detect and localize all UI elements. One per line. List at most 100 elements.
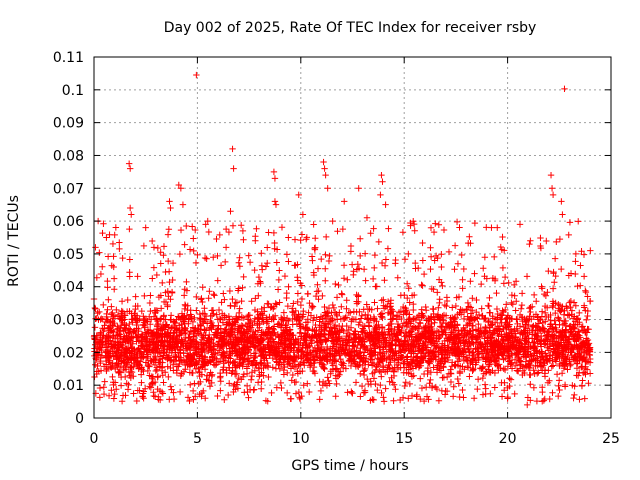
data-point [255,273,263,281]
data-point [578,323,585,331]
data-point [291,340,298,347]
data-point [371,299,378,306]
data-point [338,290,345,297]
data-point [440,311,448,319]
data-point [278,224,286,231]
data-point [354,341,361,349]
data-point [225,331,233,339]
data-point [138,364,145,372]
data-point [356,252,364,260]
data-point [565,340,572,348]
data-point [337,355,344,363]
data-point [137,338,145,345]
data-point [258,385,265,393]
data-point [450,315,457,323]
data-point [180,292,188,299]
data-point [390,311,397,319]
data-point [325,257,333,265]
data-point [541,302,549,310]
data-point [474,376,482,383]
data-point [475,345,482,353]
data-point [426,324,434,331]
data-point [340,262,348,269]
data-point [131,360,138,367]
data-point [186,246,194,253]
data-point [549,285,557,292]
data-point [582,307,589,314]
data-point [258,360,265,367]
data-point [93,274,101,281]
data-point [104,343,112,350]
data-point [343,305,350,312]
data-point [500,325,507,333]
data-point [281,350,289,357]
data-point [543,313,550,321]
data-point [177,226,185,234]
data-point [408,336,416,344]
data-point [276,267,283,274]
data-point [482,369,490,377]
data-point [481,381,489,388]
data-point [380,394,387,401]
data-point [459,276,466,283]
data-point [566,219,574,226]
data-point [443,294,451,301]
data-point [119,254,126,262]
data-point [170,318,177,325]
data-point [394,274,401,281]
data-point [262,362,270,369]
data-point [291,338,299,346]
data-point [418,281,425,289]
data-point [172,353,179,360]
data-point [417,358,424,365]
data-point [534,323,541,330]
data-point [272,356,280,363]
data-point [403,280,411,287]
data-point [135,345,143,352]
data-point [466,233,473,240]
data-point [582,329,590,336]
data-point [399,394,407,401]
data-point [322,277,329,284]
data-point [501,273,509,281]
data-point [429,337,436,344]
data-point [361,389,369,396]
data-point [328,359,336,367]
data-point [249,337,257,345]
data-point [149,275,156,282]
data-point [304,356,311,363]
data-point [483,368,490,375]
data-point [260,354,267,361]
data-point [565,231,572,239]
data-point [413,393,420,400]
data-point [294,314,301,321]
data-point [160,379,167,386]
data-point [401,358,408,366]
data-point [345,326,352,334]
data-point [352,379,360,386]
data-point [378,171,385,179]
data-point [509,301,516,308]
data-point [121,316,128,323]
data-point [126,165,134,172]
data-point [329,317,337,325]
data-point [232,299,239,307]
data-point [427,224,435,231]
data-point [109,373,116,381]
data-point [335,281,342,289]
data-point [302,324,309,331]
data-point [388,340,395,348]
data-point [265,300,272,308]
data-point [316,350,323,357]
data-point [456,355,463,363]
data-point [506,344,513,352]
data-point [340,360,347,367]
data-point [471,316,478,323]
data-point [140,388,147,395]
data-point [501,379,508,386]
data-point [165,293,172,300]
data-point [469,366,477,374]
data-point [125,381,132,388]
data-point [486,357,493,365]
data-point [360,266,368,273]
